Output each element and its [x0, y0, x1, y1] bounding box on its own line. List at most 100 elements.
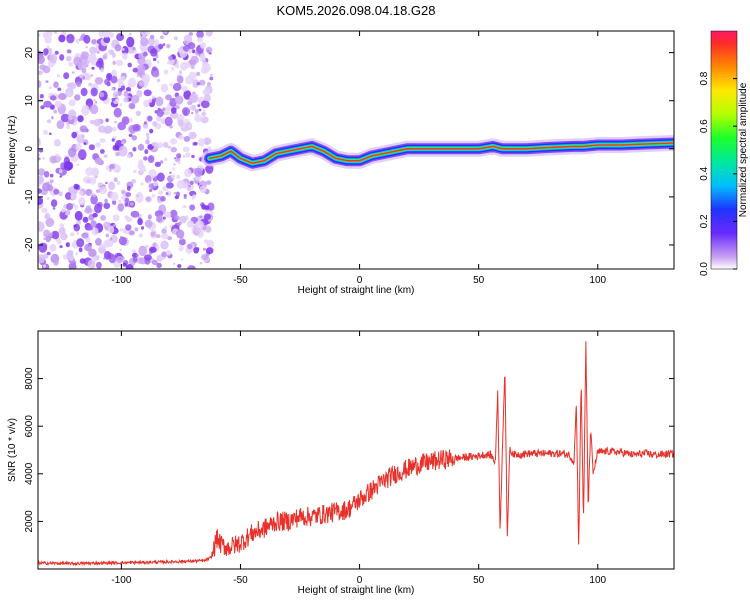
- noise-blob: [155, 96, 164, 107]
- noise-blob: [155, 116, 162, 122]
- noise-blob: [43, 264, 46, 268]
- noise-blob: [176, 75, 184, 84]
- noise-blob: [52, 207, 56, 210]
- noise-blob: [109, 169, 112, 172]
- noise-blob: [92, 209, 95, 213]
- noise-blob: [172, 82, 182, 92]
- noise-blob: [191, 49, 196, 54]
- noise-blob: [138, 233, 144, 238]
- noise-blob: [44, 171, 50, 178]
- noise-blob: [138, 214, 143, 218]
- noise-blob: [178, 161, 181, 165]
- noise-blob: [199, 185, 207, 193]
- noise-blob: [122, 262, 127, 267]
- noise-blob: [53, 81, 59, 88]
- snr-x-axis-label: Height of straight line (km): [298, 585, 415, 596]
- noise-blob: [83, 34, 91, 44]
- noise-blob: [160, 240, 169, 250]
- noise-blob: [42, 32, 49, 39]
- noise-blob: [150, 231, 156, 237]
- noise-blob: [95, 142, 101, 148]
- noise-blob: [164, 116, 173, 127]
- noise-blob: [38, 54, 45, 65]
- noise-blob: [76, 81, 82, 88]
- noise-blob: [112, 164, 121, 173]
- noise-blob: [183, 136, 191, 142]
- noise-blob: [145, 132, 150, 137]
- noise-blob: [38, 188, 42, 194]
- noise-blob: [187, 124, 192, 129]
- noise-blob: [111, 52, 116, 58]
- noise-blob: [58, 227, 66, 235]
- noise-blob: [167, 236, 173, 241]
- noise-blob: [66, 124, 70, 129]
- noise-blob: [86, 179, 91, 184]
- noise-blob: [131, 135, 138, 141]
- noise-blob: [78, 149, 87, 161]
- noise-blob: [130, 153, 134, 157]
- noise-blob: [58, 93, 67, 100]
- noise-blob: [103, 239, 111, 248]
- noise-blob: [103, 221, 110, 228]
- noise-blob: [197, 138, 205, 147]
- noise-blob: [112, 224, 116, 227]
- noise-blob: [174, 95, 184, 105]
- noise-blob: [99, 92, 105, 98]
- noise-blob: [99, 243, 105, 249]
- noise-blob: [192, 229, 200, 236]
- noise-blob: [175, 64, 180, 69]
- snr-x-ticks: -100 -50 0 50 100: [111, 331, 607, 586]
- noise-blob: [130, 210, 140, 218]
- noise-blob: [152, 121, 158, 127]
- noise-blob: [41, 207, 48, 214]
- noise-blob: [178, 238, 186, 246]
- noise-blob: [104, 52, 108, 57]
- noise-blob: [38, 175, 45, 184]
- snr-series-line: [38, 341, 674, 567]
- noise-blob: [98, 31, 105, 38]
- noise-blob: [65, 242, 70, 248]
- noise-blob: [179, 72, 182, 76]
- noise-blob: [198, 108, 202, 112]
- noise-blob: [158, 190, 163, 195]
- noise-blob: [111, 87, 115, 91]
- noise-blob: [38, 242, 48, 253]
- colorbar-tick-label: 0.8: [699, 71, 710, 85]
- noise-blob: [104, 125, 113, 134]
- noise-blob: [189, 204, 196, 211]
- noise-blob: [71, 131, 77, 139]
- noise-blob: [124, 202, 128, 207]
- noise-blob: [133, 169, 137, 174]
- noise-blob: [192, 79, 200, 88]
- noise-blob: [182, 146, 190, 153]
- noise-blob: [180, 258, 184, 261]
- noise-blob: [157, 142, 164, 149]
- colorbar-tick-label: 0.4: [699, 166, 710, 180]
- noise-blob: [181, 86, 188, 92]
- y-tick-label: 4000: [24, 462, 35, 485]
- noise-blob: [191, 154, 195, 159]
- noise-blob: [91, 39, 97, 45]
- noise-blob: [95, 189, 101, 193]
- noise-blob: [46, 45, 50, 49]
- noise-blob: [95, 238, 102, 246]
- spectrogram-x-ticks: -100 -50 0 50 100: [111, 31, 607, 286]
- noise-blob: [160, 196, 166, 202]
- noise-blob: [85, 167, 94, 176]
- noise-blob: [144, 149, 149, 155]
- noise-blob: [76, 238, 85, 248]
- noise-blob: [78, 190, 84, 196]
- noise-blob: [50, 179, 54, 183]
- noise-blob: [67, 115, 73, 121]
- noise-blob: [111, 138, 115, 142]
- noise-blob: [96, 51, 100, 54]
- colorbar-gradient: [710, 30, 738, 270]
- noise-blob: [74, 118, 78, 122]
- noise-blob: [50, 199, 58, 208]
- noise-blob: [115, 94, 118, 97]
- noise-blob: [82, 216, 89, 223]
- noise-blob: [186, 186, 192, 192]
- noise-blob: [202, 109, 205, 113]
- noise-blob: [152, 242, 157, 248]
- noise-blob: [136, 90, 143, 98]
